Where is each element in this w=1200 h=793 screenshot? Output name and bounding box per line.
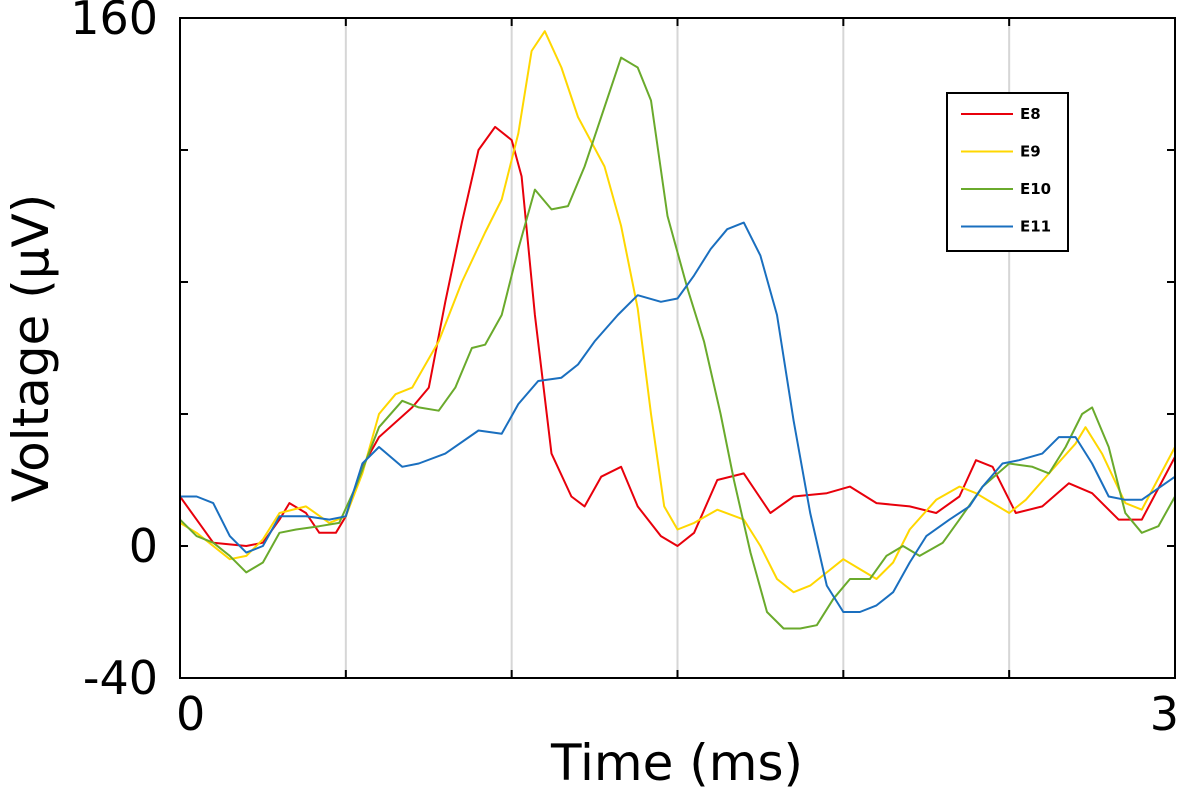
series-line-e11 — [180, 221, 1176, 613]
legend-label-e11: E11 — [1020, 218, 1051, 236]
legend: E8 E9 E10 E11 — [946, 92, 1069, 252]
y-tick-label: 0 — [129, 519, 158, 573]
y-tick-label: 160 — [70, 0, 158, 45]
legend-label-e9: E9 — [1020, 143, 1041, 161]
series-line-e10 — [179, 56, 1176, 630]
legend-label-e8: E8 — [1020, 105, 1041, 123]
y-tick-label: -40 — [83, 651, 158, 705]
gridlines — [344, 18, 1011, 678]
legend-label-e10: E10 — [1020, 180, 1051, 198]
x-tick-label: 0 — [176, 687, 205, 741]
x-tick-label: 3 — [1150, 687, 1179, 741]
y-axis-title: Voltage (µV) — [2, 194, 60, 502]
series-line-e8 — [179, 125, 1176, 547]
x-axis-title: Time (ms) — [550, 734, 803, 792]
series-lines — [179, 30, 1176, 630]
legend-box — [946, 92, 1069, 252]
axis-ticks: -40 0 160 0 3 — [70, 0, 1179, 741]
